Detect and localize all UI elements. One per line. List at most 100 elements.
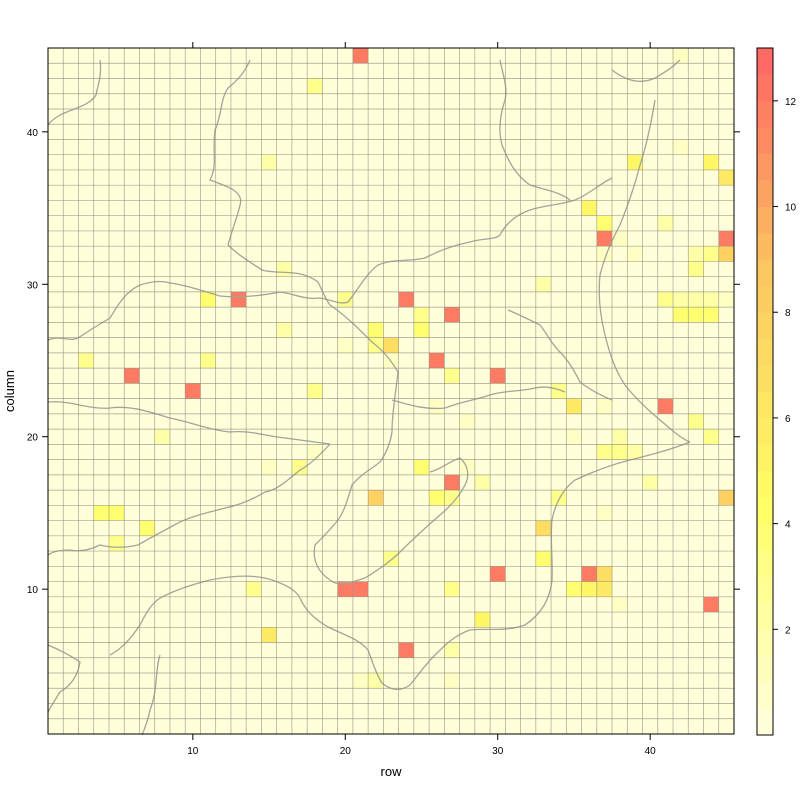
- colorbar-swatch: [757, 391, 773, 419]
- x-tick-label: 40: [645, 746, 657, 757]
- heatmap-cell: [185, 383, 201, 399]
- colorbar-swatch: [757, 523, 773, 551]
- colorbar-swatch: [757, 153, 773, 181]
- x-tick-label: 20: [340, 746, 352, 757]
- colorbar-tick-label: 4: [785, 520, 791, 531]
- colorbar-swatch: [757, 497, 773, 525]
- map-outline-layer: [47, 59, 691, 736]
- heatmap-cell: [596, 215, 613, 231]
- y-tick-label: 20: [27, 433, 39, 444]
- heatmap-cell: [703, 291, 719, 308]
- map-coastline: [313, 457, 469, 585]
- heatmap-cell: [703, 596, 719, 613]
- heatmap-cell: [596, 444, 613, 460]
- heatmap-cell: [291, 459, 308, 475]
- colorbar-swatch: [757, 629, 773, 657]
- heatmap-cell: [642, 474, 658, 491]
- cells-layer: [48, 48, 734, 734]
- colorbar-swatch: [757, 206, 773, 234]
- heatmap-cell: [551, 490, 567, 506]
- heatmap-cell: [413, 459, 430, 475]
- heatmap-cell: [673, 307, 689, 323]
- heatmap-cell: [444, 581, 460, 597]
- heatmap-cell: [230, 291, 247, 308]
- heatmap-cell: [337, 581, 353, 597]
- heatmap-cell: [444, 673, 460, 689]
- colorbar-swatch: [757, 312, 773, 340]
- heatmap-cell: [154, 429, 170, 445]
- colorbar-swatch: [757, 74, 773, 102]
- heatmap-cell: [535, 520, 552, 536]
- map-boundary-line: [47, 401, 331, 445]
- heatmap-cell: [688, 413, 704, 430]
- heatmap-cell: [78, 352, 94, 369]
- colorbar-swatch: [757, 180, 773, 207]
- heatmap-cell: [276, 322, 292, 338]
- colorbar-swatches: [757, 48, 773, 736]
- heatmap-cell: [246, 581, 262, 597]
- y-axis-label: column: [2, 370, 17, 412]
- heatmap-cell: [612, 596, 628, 613]
- heatmap-cell: [459, 413, 475, 430]
- heatmap-cell: [566, 429, 582, 445]
- heatmap-cell: [612, 230, 628, 247]
- heatmap-cell: [429, 398, 445, 414]
- grid-layer: [47, 47, 735, 735]
- heatmap-cell: [657, 215, 674, 231]
- x-axis-label: row: [381, 764, 403, 779]
- heatmap-cell: [459, 459, 475, 475]
- colorbar-swatch: [757, 285, 773, 313]
- heatmap-cell: [581, 581, 597, 597]
- heatmap-cell: [688, 261, 704, 277]
- heatmap-cell: [688, 291, 704, 308]
- colorbar-ticks: 2 4 6 8 10 12: [773, 97, 797, 636]
- heatmap-cell: [703, 307, 719, 323]
- colorbar-tick-label: 6: [785, 414, 791, 425]
- heatmap-cell: [444, 642, 460, 658]
- colorbar-swatch: [757, 470, 773, 498]
- heatmap-cell: [261, 459, 277, 475]
- heatmap-cell: [596, 398, 613, 414]
- y-axis: 10 20 30 40: [27, 128, 740, 596]
- heatmap-cell: [581, 200, 597, 216]
- heatmap-cell: [673, 291, 689, 308]
- heatmap-cell: [718, 490, 734, 506]
- heatmap-cell: [352, 48, 369, 64]
- heatmap-cell: [612, 444, 628, 460]
- y-tick-label: 30: [27, 280, 39, 291]
- map-coastline: [109, 575, 369, 736]
- heatmap-cell: [368, 490, 384, 506]
- heatmap-cell: [444, 307, 460, 323]
- x-tick-label: 30: [492, 746, 504, 757]
- heatmap-cell: [108, 535, 125, 552]
- heatmap-cell: [307, 78, 323, 94]
- colorbar-swatch: [757, 682, 773, 709]
- heatmap-cell: [200, 291, 216, 308]
- heatmap-cell: [718, 246, 734, 262]
- heatmap-cell: [337, 337, 353, 353]
- colorbar-tick-label: 10: [785, 203, 797, 214]
- colorbar-swatch: [757, 48, 773, 75]
- map-boundary-line: [47, 59, 102, 126]
- heatmap-cell: [383, 337, 399, 353]
- heatmap-cell: [581, 566, 597, 582]
- heatmap-cell: [703, 154, 719, 170]
- map-boundary-line: [209, 59, 331, 306]
- heatmap-cell: [596, 505, 613, 521]
- colorbar-swatch: [757, 127, 773, 155]
- heatmap-cell: [703, 246, 719, 262]
- heatmap-cell: [627, 246, 643, 262]
- heatmap-cell: [657, 291, 674, 308]
- heatmap-cell: [718, 291, 734, 308]
- heatmap-cell: [566, 398, 582, 414]
- colorbar-swatch: [757, 602, 773, 630]
- heatmap-cell: [398, 291, 414, 308]
- heatmap-cell: [413, 307, 430, 323]
- heatmap-cell: [108, 505, 125, 521]
- heatmap-cell: [551, 383, 567, 399]
- y-tick-label: 10: [27, 585, 39, 596]
- colorbar-tick-label: 2: [785, 625, 791, 636]
- map-coastline: [367, 441, 691, 690]
- colorbar-tick-label: 12: [785, 97, 797, 108]
